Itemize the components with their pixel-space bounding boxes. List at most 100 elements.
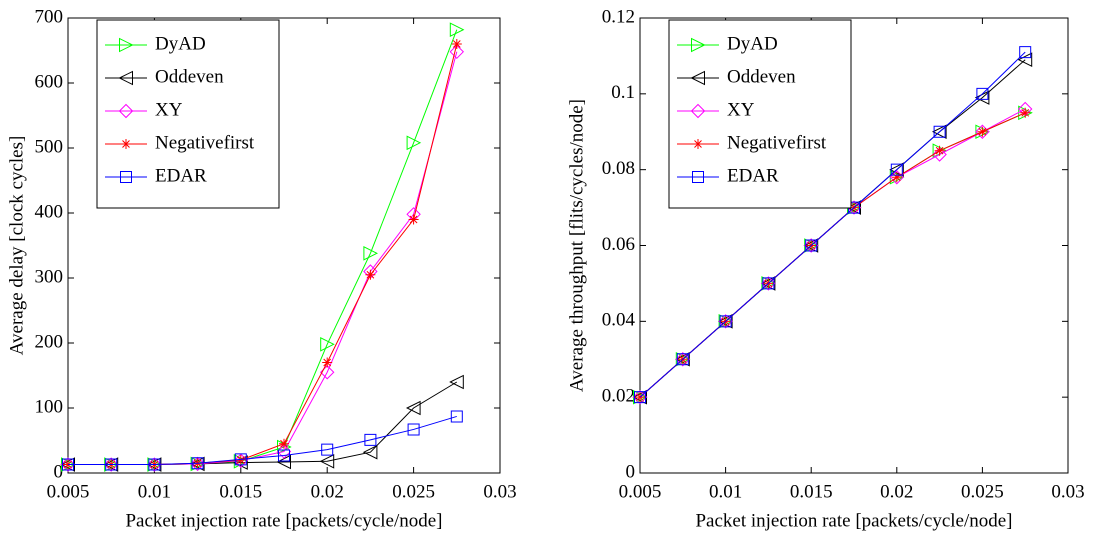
data-point <box>1017 52 1033 68</box>
data-point <box>363 245 379 261</box>
data-point <box>234 453 247 466</box>
x-tick-label: 0.025 <box>392 481 435 502</box>
legend-marker <box>119 37 134 53</box>
data-point <box>762 277 775 290</box>
axes-box <box>67 17 501 474</box>
data-point <box>635 392 645 403</box>
y-axis-label: Average throughput [flits/cycles/node] <box>566 99 587 392</box>
data-point <box>676 353 689 366</box>
data-point <box>321 443 334 456</box>
legend-label: DyAD <box>727 33 778 54</box>
legend-marker <box>118 70 133 86</box>
x-tick-label: 0.005 <box>47 481 90 502</box>
legend-label: Oddeven <box>155 66 224 87</box>
data-point <box>407 423 420 436</box>
legend-label: XY <box>155 99 183 120</box>
data-point <box>276 444 292 459</box>
data-point <box>191 457 204 470</box>
legend-label: DyAD <box>155 33 206 54</box>
y-tick-label: 400 <box>35 201 64 222</box>
data-point <box>1020 107 1031 118</box>
data-point <box>675 352 691 367</box>
series-line <box>639 51 1026 398</box>
series-line <box>68 415 457 466</box>
data-point <box>279 438 289 449</box>
data-point <box>890 163 903 176</box>
data-point <box>405 400 421 416</box>
data-point <box>449 44 465 60</box>
data-point <box>319 453 335 469</box>
data-point <box>803 238 819 253</box>
data-point <box>719 315 732 328</box>
x-axis-label: Packet injection rate [packets/cycle/nod… <box>695 510 1012 531</box>
data-point <box>362 444 378 460</box>
y-tick-label: 0.06 <box>602 234 635 255</box>
data-point <box>848 201 860 214</box>
x-tick-label: 0.02 <box>880 481 913 502</box>
x-axis-label: Packet injection rate [packets/cycle/nod… <box>125 510 442 531</box>
y-tick-label: 500 <box>35 136 64 157</box>
legend-label: EDAR <box>155 165 207 186</box>
data-point <box>103 457 119 472</box>
y-tick-label: 0.04 <box>602 310 636 331</box>
x-tick-label: 0.03 <box>483 481 516 502</box>
data-point <box>634 391 646 404</box>
data-point <box>147 457 162 472</box>
legend-label: Oddeven <box>727 66 796 87</box>
data-point <box>322 357 333 368</box>
data-point <box>932 147 947 162</box>
x-tick-label: 0.015 <box>790 481 833 502</box>
y-tick-label: 0.1 <box>611 82 635 103</box>
data-point <box>931 124 947 140</box>
y-tick-label: 200 <box>35 331 64 352</box>
data-point <box>364 433 377 446</box>
data-point <box>449 374 464 390</box>
y-tick-label: 700 <box>35 6 64 27</box>
data-point <box>449 22 465 38</box>
data-point <box>1019 46 1032 59</box>
data-point <box>190 456 205 472</box>
legend-marker <box>693 139 703 149</box>
data-point <box>406 135 422 151</box>
legend-label: Negativefirst <box>155 132 255 153</box>
x-tick-label: 0.02 <box>311 481 344 502</box>
x-tick-label: 0.01 <box>709 481 742 502</box>
y-tick-label: 100 <box>35 396 64 417</box>
data-point <box>933 125 946 138</box>
legend-label: EDAR <box>727 165 779 186</box>
data-point <box>451 39 462 49</box>
data-point <box>891 172 902 183</box>
legend-label: XY <box>727 99 755 120</box>
data-point <box>105 458 118 471</box>
data-point <box>278 449 290 462</box>
data-point <box>632 389 648 405</box>
legend-marker <box>690 103 706 119</box>
data-point <box>60 457 76 472</box>
x-tick-label: 0.025 <box>961 481 1004 502</box>
data-point <box>450 410 463 423</box>
data-point <box>718 314 733 329</box>
y-tick-label: 0.02 <box>602 386 635 407</box>
x-tick-label: 0.03 <box>1051 481 1084 502</box>
y-tick-label: 0.12 <box>602 6 635 27</box>
legend-marker <box>690 70 705 86</box>
data-point <box>62 458 74 471</box>
data-point <box>805 239 818 252</box>
legend-marker <box>118 103 134 119</box>
y-tick-label: 0.08 <box>602 158 635 179</box>
data-point <box>235 455 246 465</box>
y-tick-label: 300 <box>35 266 64 287</box>
legend-label: Negativefirst <box>727 132 827 153</box>
x-tick-label: 0.015 <box>219 481 262 502</box>
y-tick-label: 0 <box>626 461 636 482</box>
data-point <box>148 458 161 471</box>
y-axis-label: Average delay [clock cycles] <box>6 136 27 356</box>
data-point <box>365 269 376 280</box>
data-point <box>408 214 419 225</box>
data-point <box>320 336 335 352</box>
data-point <box>761 276 776 291</box>
legend-marker <box>120 171 132 183</box>
y-tick-label: 600 <box>35 71 64 92</box>
data-point <box>977 126 988 137</box>
